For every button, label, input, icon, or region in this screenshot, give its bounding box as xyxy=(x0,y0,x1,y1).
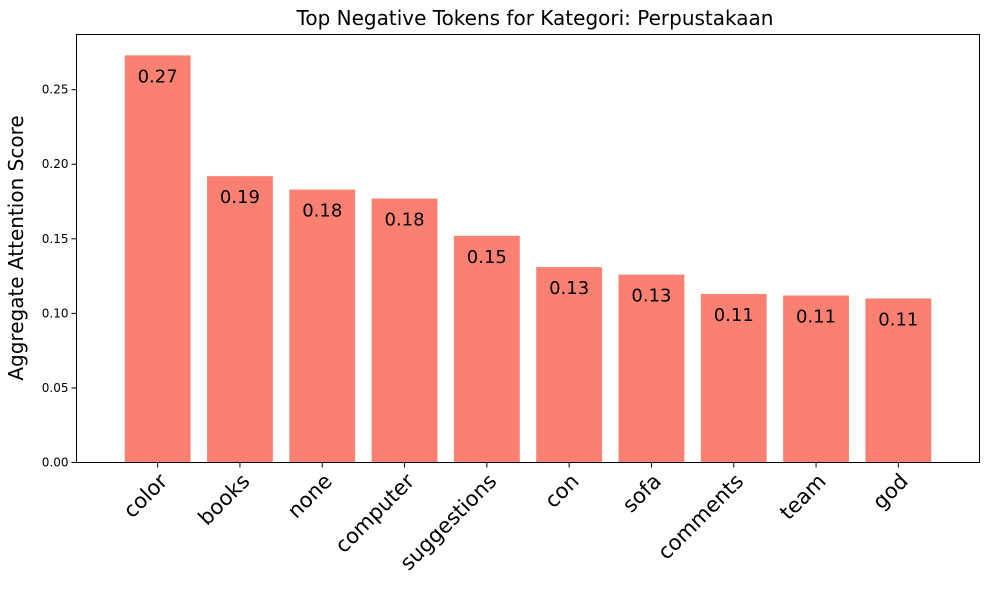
bar-con xyxy=(536,267,603,463)
x-tick-label-con: con xyxy=(540,469,584,513)
x-tick-label-none: none xyxy=(283,469,337,523)
bar-sofa xyxy=(618,274,685,463)
plot-frame xyxy=(76,34,980,463)
bar-god xyxy=(865,298,932,463)
x-tick-label-computer: computer xyxy=(330,469,419,558)
data-label-none: 0.18 xyxy=(302,201,342,222)
bars-group xyxy=(124,55,932,463)
data-label-color: 0.27 xyxy=(138,66,178,87)
data-labels-group: 0.27 0.19 0.18 0.18 0.15 0.13 0.13 0.11 0.11 0.11 xyxy=(138,66,919,330)
data-label-books: 0.19 xyxy=(220,187,260,208)
y-axis-ticks: 0.00 0.05 0.10 0.15 0.20 0.25 xyxy=(42,83,77,470)
bar-team xyxy=(783,295,849,463)
x-tick-label-sofa: sofa xyxy=(618,469,666,517)
data-label-suggestions: 0.15 xyxy=(467,247,507,268)
y-tick-label: 0.10 xyxy=(42,306,69,320)
data-label-god: 0.11 xyxy=(878,309,918,330)
x-tick-label-comments: comments xyxy=(653,469,748,564)
data-label-sofa: 0.13 xyxy=(631,286,671,307)
bar-books xyxy=(207,176,273,463)
bar-color xyxy=(124,55,191,463)
y-tick-label: 0.00 xyxy=(42,456,69,470)
y-axis-label: Aggregate Attention Score xyxy=(4,115,28,380)
bar-suggestions xyxy=(453,235,520,463)
bar-comments xyxy=(700,293,767,463)
y-tick-label: 0.25 xyxy=(42,83,69,97)
y-tick-label: 0.15 xyxy=(42,232,69,246)
y-tick-label: 0.05 xyxy=(42,381,69,395)
data-label-comments: 0.11 xyxy=(714,305,754,326)
x-tick-label-color: color xyxy=(119,469,173,523)
bar-none xyxy=(289,189,356,463)
y-tick-label: 0.20 xyxy=(42,157,69,171)
x-tick-label-books: books xyxy=(194,469,255,530)
x-tick-label-god: god xyxy=(868,469,913,514)
data-label-con: 0.13 xyxy=(549,278,589,299)
data-label-computer: 0.18 xyxy=(385,210,425,231)
x-tick-label-team: team xyxy=(775,469,830,524)
data-label-team: 0.11 xyxy=(796,306,836,327)
chart-title: Top Negative Tokens for Kategori: Perpus… xyxy=(296,6,774,30)
bar-computer xyxy=(371,198,438,463)
